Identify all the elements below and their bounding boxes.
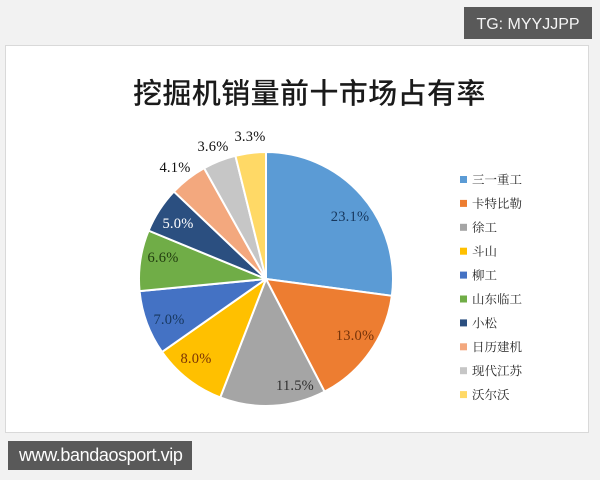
svg-text:4.1%: 4.1%	[159, 160, 190, 176]
svg-text:3.3%: 3.3%	[234, 129, 265, 145]
svg-text:13.0%: 13.0%	[336, 328, 374, 344]
svg-text:3.6%: 3.6%	[197, 139, 228, 155]
svg-text:6.6%: 6.6%	[147, 250, 178, 266]
svg-text:11.5%: 11.5%	[276, 378, 314, 394]
svg-text:23.1%: 23.1%	[331, 209, 369, 225]
svg-text:5.0%: 5.0%	[162, 216, 193, 232]
svg-text:7.0%: 7.0%	[153, 312, 184, 328]
svg-text:8.0%: 8.0%	[180, 351, 211, 367]
